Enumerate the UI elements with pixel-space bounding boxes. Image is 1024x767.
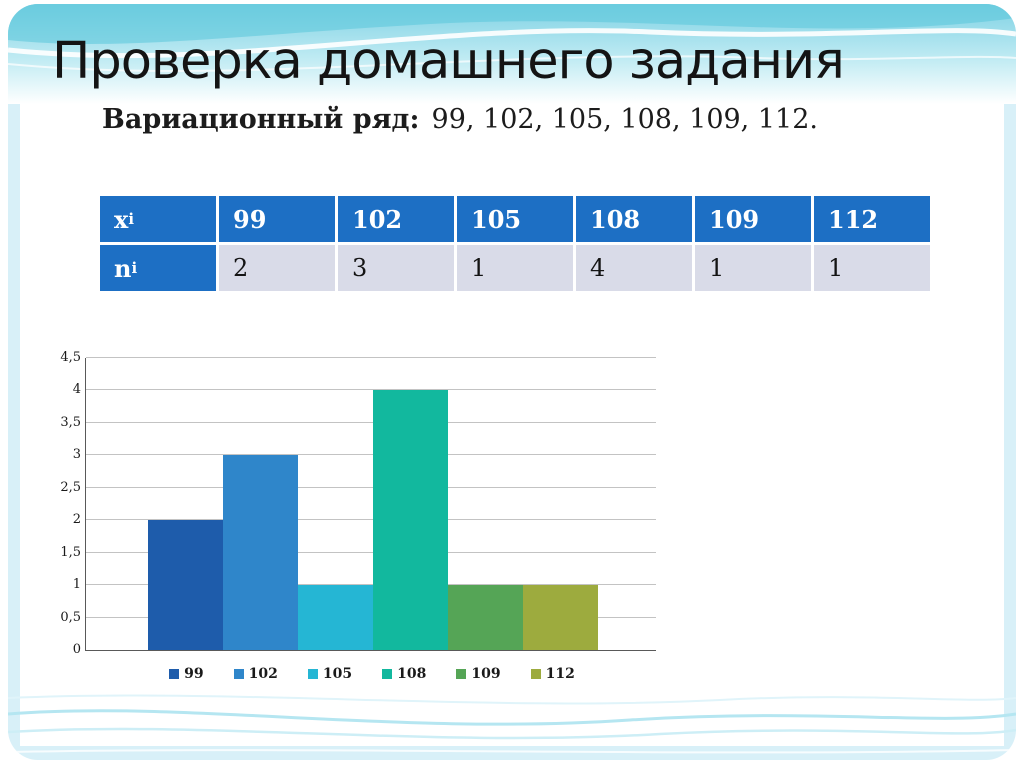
legend-item-99: 99 (169, 666, 204, 682)
table-cell-x-4: 109 (695, 196, 811, 242)
y-tick-label: 2,5 (60, 479, 81, 495)
y-tick-label: 1 (72, 577, 81, 593)
legend-swatch (382, 669, 393, 679)
table-cell-x-1: 102 (338, 196, 454, 242)
gridline (86, 389, 656, 391)
y-tick-label: 4 (72, 382, 81, 398)
legend-swatch (456, 669, 467, 679)
variation-series-label: Вариационный ряд: (102, 104, 420, 135)
table-cell-n-5: 1 (814, 245, 930, 291)
y-tick-label: 3 (72, 447, 81, 463)
table-cell-x-2: 105 (457, 196, 573, 242)
gridline (86, 519, 656, 521)
chart-legend: 99 102 105 108 109 112 (147, 666, 597, 682)
y-tick-label: 1,5 (60, 544, 81, 560)
y-tick-label: 3,5 (60, 414, 81, 430)
legend-item-109: 109 (456, 666, 501, 682)
y-tick-label: 4,5 (60, 350, 81, 365)
legend-label: 102 (248, 666, 278, 682)
bar-112 (523, 585, 598, 650)
legend-item-112: 112 (530, 666, 575, 682)
legend-swatch (233, 669, 244, 679)
table-cell-n-1: 3 (338, 245, 454, 291)
table-cell-n-3: 4 (576, 245, 692, 291)
gridline (86, 421, 656, 423)
slide-title: Проверка домашнего задания (52, 32, 845, 91)
table-cell-n-4: 1 (695, 245, 811, 291)
legend-item-108: 108 (382, 666, 426, 682)
frequency-table: x i 99 102 105 108 109 112 n i 2 3 1 4 1 1 (100, 196, 930, 291)
bar-108 (373, 390, 448, 650)
table-cell-n-2: 1 (457, 245, 573, 291)
bar-102 (223, 455, 298, 650)
legend-swatch (530, 669, 541, 679)
bar-109 (448, 585, 523, 650)
legend-label: 109 (471, 666, 501, 682)
legend-label: 99 (184, 666, 204, 682)
legend-label: 112 (545, 666, 575, 682)
histogram-chart: 0 0,5 1 1,5 2 2,5 3 3,5 4 4,5 99 102 105 108 109 112 (55, 350, 680, 695)
variation-series-line: Вариационный ряд: 99, 102, 105, 108, 109,… (102, 104, 818, 135)
gridline (86, 454, 656, 456)
legend-label: 105 (322, 666, 353, 682)
chart-plot-area (85, 357, 656, 651)
gridline (86, 551, 656, 553)
legend-label: 108 (397, 666, 427, 682)
legend-swatch (169, 669, 180, 679)
table-cell-x-0: 99 (219, 196, 335, 242)
y-tick-label: 0,5 (60, 609, 81, 625)
table-cell-x-3: 108 (576, 196, 692, 242)
y-tick-label: 2 (72, 512, 81, 528)
legend-item-102: 102 (233, 666, 278, 682)
variation-series-values: 99, 102, 105, 108, 109, 112. (431, 104, 818, 135)
legend-swatch (307, 669, 318, 679)
table-cell-x-5: 112 (814, 196, 930, 242)
gridline (86, 486, 656, 488)
bar-99 (148, 520, 223, 650)
table-cell-n-0: 2 (219, 245, 335, 291)
gridline (86, 357, 656, 358)
gridline (86, 584, 656, 586)
legend-item-105: 105 (307, 666, 353, 682)
y-tick-label: 0 (72, 642, 81, 657)
bar-105 (298, 585, 373, 650)
